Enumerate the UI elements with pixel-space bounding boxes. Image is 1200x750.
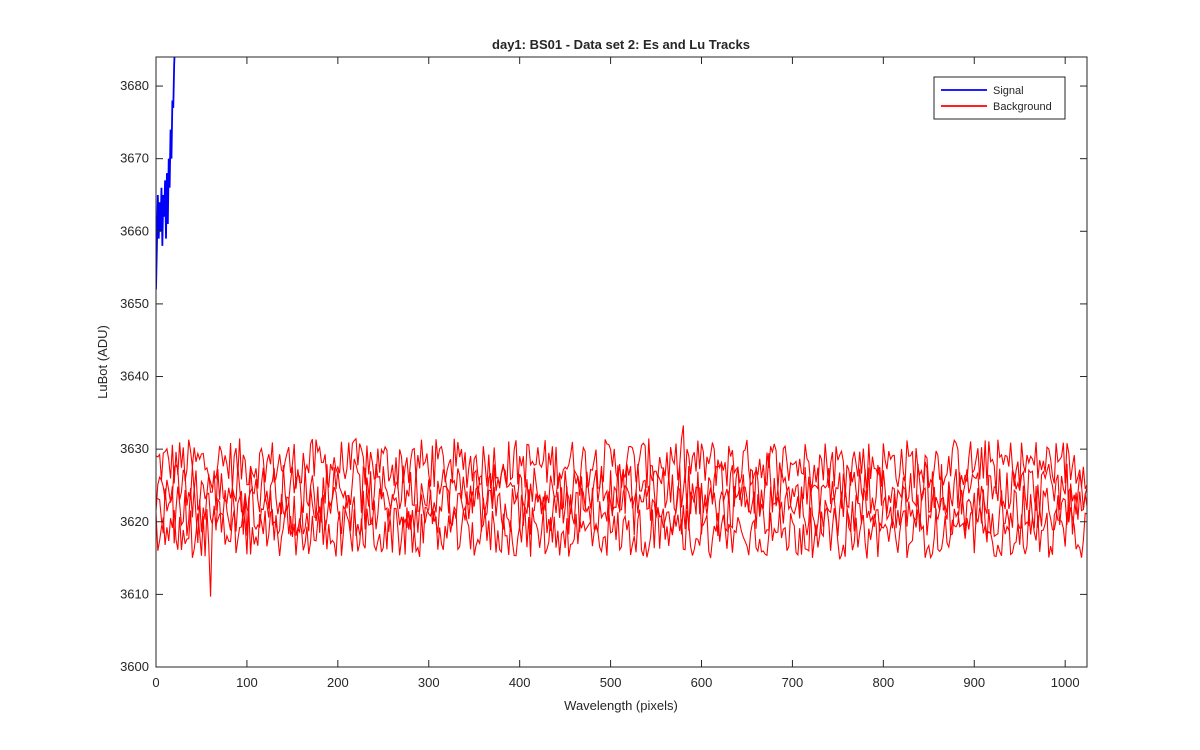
x-tick-label: 300	[418, 675, 440, 690]
y-tick-label: 3600	[120, 659, 149, 674]
signal-series-line	[156, 57, 176, 290]
y-axis-label: LuBot (ADU)	[95, 325, 110, 399]
legend: Signal Background	[933, 76, 1066, 120]
y-tick-label: 3660	[120, 223, 149, 238]
x-tick-label: 500	[600, 675, 622, 690]
x-tick-label: 400	[509, 675, 531, 690]
y-tick-label: 3620	[120, 514, 149, 529]
y-tick-label: 3670	[120, 151, 149, 166]
x-tick-label: 1000	[1051, 675, 1080, 690]
x-tick-label: 100	[236, 675, 258, 690]
legend-background-label: Background	[993, 101, 1052, 113]
plot-area	[156, 57, 1087, 667]
background-series-line	[156, 453, 1087, 526]
y-tick-label: 3650	[120, 296, 149, 311]
x-tick-label: 600	[691, 675, 713, 690]
chart-title: day1: BS01 - Data set 2: Es and Lu Track…	[492, 37, 750, 52]
x-tick-label: 0	[152, 675, 159, 690]
x-tick-label: 800	[872, 675, 894, 690]
y-tick-label: 3630	[120, 441, 149, 456]
x-axis-label: Wavelength (pixels)	[564, 698, 678, 713]
x-tick-label: 900	[963, 675, 985, 690]
y-tick-label: 3610	[120, 586, 149, 601]
background-series-line	[156, 505, 1087, 597]
axes-box	[155, 56, 1088, 668]
y-tick-label: 3640	[120, 369, 149, 384]
y-tick-label: 3680	[120, 78, 149, 93]
background-series-line	[156, 477, 1087, 544]
x-tick-label: 700	[782, 675, 804, 690]
legend-signal-label: Signal	[993, 85, 1024, 97]
x-tick-label: 200	[327, 675, 349, 690]
legend-box	[933, 76, 1066, 120]
